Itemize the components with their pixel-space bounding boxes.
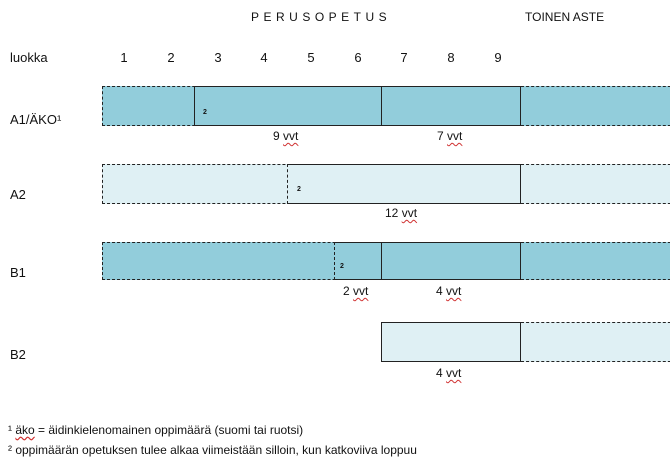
a1-duration-7-num: 7 (437, 129, 444, 143)
footnote-1-text: = äidinkielenomainen oppimäärä (suomi ta… (34, 423, 304, 437)
row-label-a2: A2 (10, 187, 26, 202)
b1-solid-band (334, 242, 521, 280)
b1-upper-secondary-band (521, 242, 670, 280)
footnote-2-text: oppimäärän opetuksen tulee alkaa viimeis… (12, 443, 417, 457)
b1-duration-2-num: 2 (343, 284, 350, 298)
a1-duration-7-unit: vvt (447, 129, 463, 143)
grade-5: 5 (307, 50, 315, 65)
a2-solid-band (287, 164, 521, 204)
b1-divider-grade7 (381, 242, 382, 280)
a1-duration-9-num: 9 (273, 129, 280, 143)
footnote-2-mark: ² (8, 443, 12, 457)
grade-2: 2 (167, 50, 175, 65)
a2-footnote-marker: 2 (297, 186, 301, 193)
a1-upper-secondary-band (521, 86, 670, 126)
grade-1: 1 (120, 50, 128, 65)
grade-row-label: luokka (10, 50, 48, 65)
header-toinen-aste: TOINEN ASTE (525, 10, 605, 24)
b2-duration-4-num: 4 (436, 366, 443, 380)
grade-3: 3 (214, 50, 222, 65)
b2-solid-band (381, 322, 521, 362)
footnote-2: ² oppimäärän opetuksen tulee alkaa viime… (8, 443, 417, 457)
b1-duration-2-unit: vvt (353, 284, 369, 298)
a1-divider-grade6 (381, 86, 382, 126)
a1-footnote-marker: 2 (203, 109, 207, 116)
a2-duration-12-num: 12 (385, 206, 399, 220)
b2-upper-secondary-band (521, 322, 670, 362)
grade-7: 7 (400, 50, 408, 65)
a2-upper-secondary-band (521, 164, 670, 204)
b1-duration-4-unit: vvt (446, 284, 462, 298)
header-perusopetus: PERUSOPETUS (251, 10, 392, 24)
a1-duration-9-unit: vvt (283, 129, 299, 143)
b2-duration-4-unit: vvt (446, 366, 462, 380)
b2-duration-4: 4 vvt (436, 366, 461, 380)
row-label-b1: B1 (10, 265, 26, 280)
b1-duration-4: 4 vvt (436, 284, 461, 298)
b1-duration-4-num: 4 (436, 284, 443, 298)
footnote-1-mark: ¹ (8, 423, 12, 437)
grade-6: 6 (354, 50, 362, 65)
grade-8: 8 (447, 50, 455, 65)
a1-duration-7: 7 vvt (437, 129, 462, 143)
grade-9: 9 (494, 50, 502, 65)
footnote-1: ¹ äko = äidinkielenomainen oppimäärä (su… (8, 423, 303, 437)
row-label-b2: B2 (10, 347, 26, 362)
a1-solid-band (194, 86, 521, 126)
b1-footnote-marker: 2 (340, 263, 344, 270)
row-label-a1: A1/ÄKO¹ (10, 112, 62, 127)
a2-duration-12-unit: vvt (401, 206, 418, 220)
grade-4: 4 (260, 50, 268, 65)
b1-duration-2: 2 vvt (343, 284, 368, 298)
footnote-1-abbr: äko (15, 423, 35, 437)
a1-duration-9: 9 vvt (273, 129, 298, 143)
a2-duration-12: 12 vvt (385, 206, 417, 220)
